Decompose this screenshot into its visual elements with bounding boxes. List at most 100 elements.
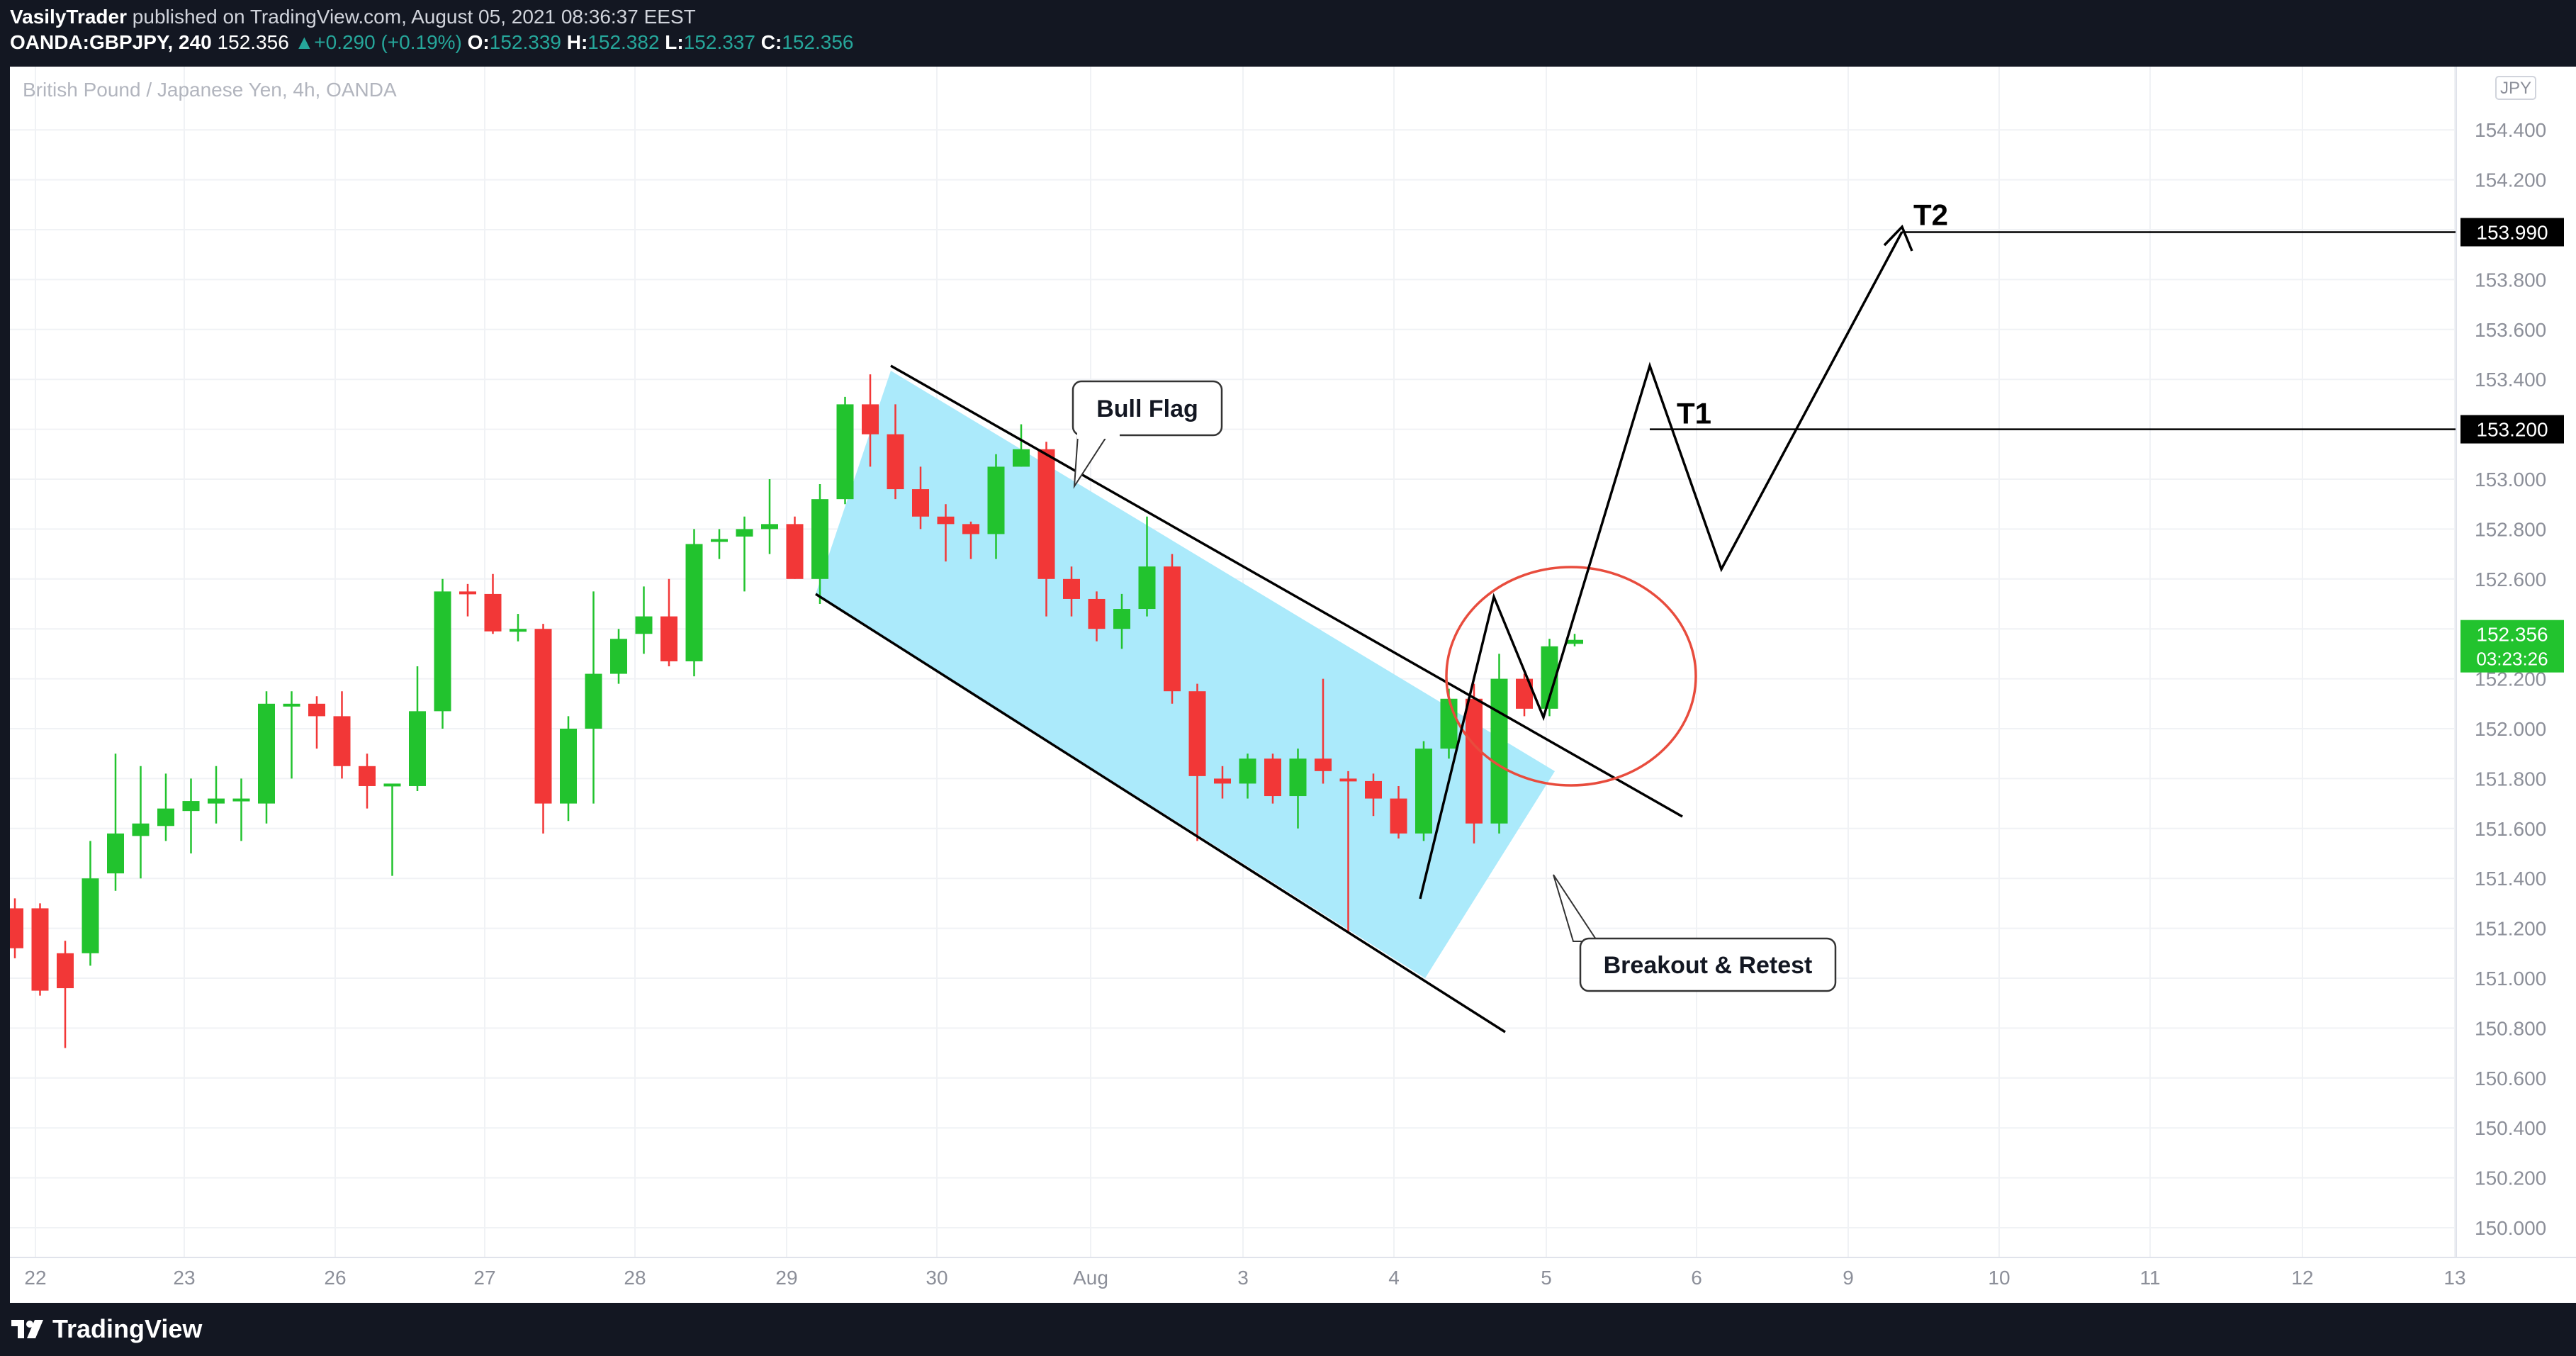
candle-body	[1440, 698, 1458, 749]
chart-area[interactable]: T1 T2 Bull Flag Breakout & Retest British Po…	[10, 67, 2576, 1303]
channel-upper-line	[890, 364, 1683, 818]
x-tick-label: 28	[624, 1267, 646, 1289]
candle-body	[635, 616, 653, 634]
open-label: O:	[467, 31, 490, 53]
candle-body	[1490, 678, 1508, 824]
candle-body	[1239, 758, 1256, 784]
x-tick-label: 11	[2139, 1267, 2160, 1289]
candle-body	[761, 524, 778, 529]
bar-countdown-label: 03:23:26	[2476, 649, 2548, 670]
x-tick-label: 22	[24, 1267, 46, 1289]
x-tick-label: 12	[2291, 1267, 2313, 1289]
footer-brand: TradingView	[52, 1314, 203, 1343]
x-tick-label: 6	[1691, 1267, 1702, 1289]
y-tick-label: 150.600	[2475, 1068, 2546, 1089]
bull-flag-channel	[816, 371, 1555, 978]
candle-body	[610, 639, 627, 674]
candle-body	[484, 593, 502, 632]
candle-body	[1365, 780, 1382, 799]
candle-body	[987, 466, 1005, 534]
candle-body	[1566, 639, 1583, 644]
candle-body	[1214, 778, 1231, 784]
candle-body	[132, 823, 150, 836]
x-tick-label: 30	[926, 1267, 947, 1289]
candle-body	[208, 798, 225, 804]
breakout-callout	[1579, 937, 1837, 992]
open-value: 152.339	[489, 31, 561, 53]
close-value: 152.356	[782, 31, 854, 53]
candle-body	[1013, 449, 1030, 467]
candle-body	[1113, 609, 1130, 629]
candle-body	[560, 729, 577, 804]
close-label: C:	[760, 31, 782, 53]
currency-badge	[2495, 76, 2536, 100]
low-value: 152.337	[683, 31, 755, 53]
t1-price-badge-label: 153.200	[2476, 419, 2548, 441]
candle-body	[1138, 566, 1156, 610]
x-tick-label: 13	[2443, 1267, 2465, 1289]
publish-info: VasilyTrader published on TradingView.co…	[10, 6, 696, 28]
breakout-ellipse	[1445, 566, 1697, 787]
author-name[interactable]: VasilyTrader	[10, 6, 128, 28]
x-tick-label: 23	[173, 1267, 195, 1289]
candle-body	[359, 766, 376, 786]
candle-body	[937, 516, 955, 525]
last-price-badge	[2460, 620, 2564, 673]
high-value: 152.382	[587, 31, 660, 53]
candle-body	[736, 529, 753, 537]
candle-body	[660, 616, 677, 661]
bull-flag-label: Bull Flag	[1096, 396, 1198, 422]
candle-body	[409, 711, 426, 786]
candles	[10, 374, 1583, 1048]
channel-lower-line	[815, 593, 1506, 1033]
candlestick-chart[interactable]: T1 T2 Bull Flag Breakout & Retest British Po…	[10, 67, 2576, 1303]
candle-body	[434, 591, 451, 712]
candle-body	[534, 629, 552, 804]
candle-body	[1415, 749, 1432, 834]
candle-body	[1339, 778, 1357, 782]
x-tick-label: 10	[1988, 1267, 2010, 1289]
x-tick-label: 3	[1237, 1267, 1249, 1289]
y-tick-label: 150.400	[2475, 1117, 2546, 1139]
y-tick-label: 152.800	[2475, 518, 2546, 540]
y-tick-label: 153.600	[2475, 319, 2546, 341]
y-tick-label: 151.400	[2475, 868, 2546, 890]
x-tick-label: 5	[1541, 1267, 1552, 1289]
candle-body	[1088, 598, 1106, 629]
last-price: 152.356	[217, 31, 289, 53]
change-arrow-icon: ▲	[294, 31, 315, 53]
price-change: +0.290 (+0.19%)	[314, 31, 462, 53]
last-price-label: 152.356	[2476, 624, 2548, 646]
y-tick-label: 154.400	[2475, 119, 2546, 141]
y-tick-label: 152.600	[2475, 568, 2546, 590]
t1-label: T1	[1677, 397, 1711, 430]
candle-body	[31, 908, 49, 991]
candle-body	[308, 703, 325, 717]
symbol-label[interactable]: OANDA:GBPJPY, 240	[10, 31, 212, 53]
candle-body	[912, 489, 929, 517]
t1-price-badge	[2460, 415, 2564, 444]
low-label: L:	[665, 31, 684, 53]
candle-body	[232, 798, 250, 802]
candle-body	[862, 404, 879, 435]
candle-body	[1466, 698, 1483, 824]
candle-body	[1289, 758, 1307, 797]
candle-body	[81, 878, 99, 953]
y-tick-label: 153.400	[2475, 369, 2546, 391]
y-tick-label: 152.000	[2475, 718, 2546, 740]
candle-body	[887, 434, 904, 490]
time-axis: 22 23 26 27 28 29 30 Aug 3 4 5 6 9 10 11 12 13	[10, 1257, 2576, 1289]
publish-text: published on TradingView.com, August 05,…	[132, 6, 696, 28]
candle-body	[333, 716, 351, 766]
candle-body	[283, 703, 300, 707]
candle-body	[1063, 578, 1080, 599]
y-tick-label: 150.200	[2475, 1167, 2546, 1189]
x-tick-label: 9	[1843, 1267, 1854, 1289]
x-tick-label: 26	[324, 1267, 346, 1289]
chart-footer: TradingView	[0, 1304, 2576, 1356]
tradingview-logo[interactable]: TradingView	[11, 1314, 202, 1344]
high-label: H:	[566, 31, 588, 53]
y-tick-label: 151.800	[2475, 768, 2546, 790]
candle-body	[182, 801, 200, 812]
currency-label: JPY	[2500, 79, 2531, 98]
